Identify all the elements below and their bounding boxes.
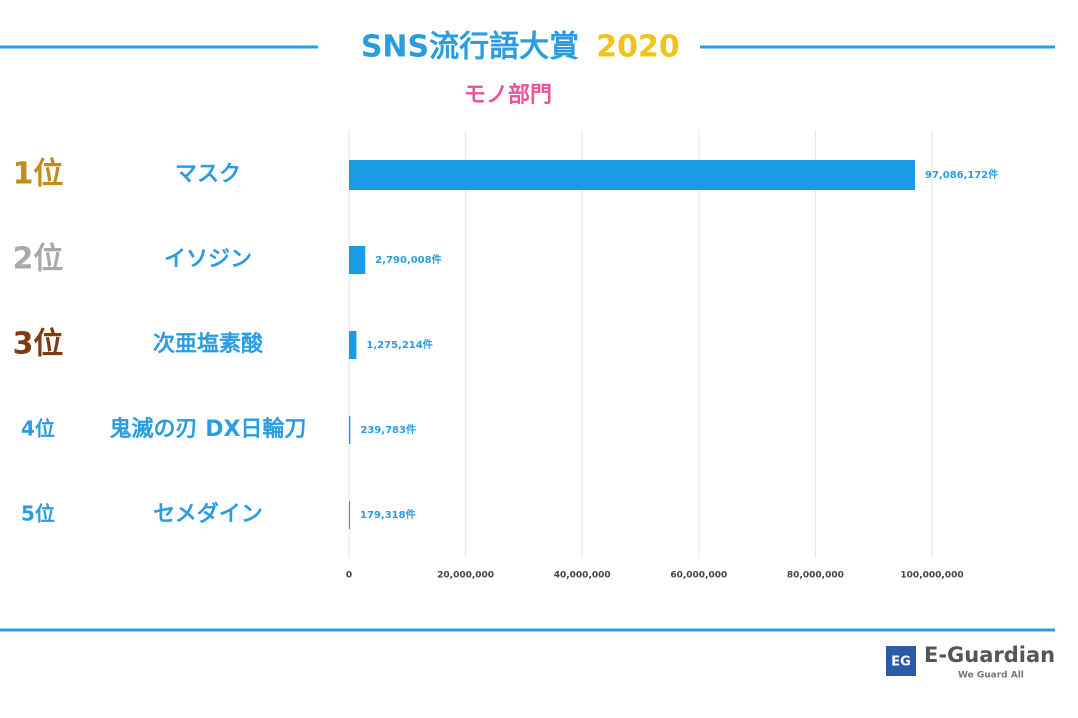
rank-label: 2位	[13, 242, 64, 277]
x-tick-label: 40,000,000	[554, 571, 611, 581]
y-tick-label: セメダイン	[153, 501, 263, 527]
x-tick-label: 100,000,000	[900, 571, 963, 581]
chart-title-year: 2020	[596, 30, 680, 65]
logo-tagline: We Guard All	[958, 671, 1024, 681]
x-tick-label: 80,000,000	[787, 571, 844, 581]
x-tick-label: 60,000,000	[670, 571, 727, 581]
chart-title: SNS流行語大賞	[361, 30, 579, 65]
bar	[349, 331, 357, 359]
value-label: 2,790,008件	[375, 253, 441, 266]
y-tick-label: マスク	[175, 162, 241, 187]
value-label: 1,275,214件	[366, 338, 432, 351]
value-label: 179,318件	[360, 508, 416, 521]
bar	[349, 246, 366, 274]
chart-subtitle: モノ部門	[464, 82, 552, 108]
rank-label: 3位	[13, 327, 64, 362]
y-tick-label: 次亜塩素酸	[153, 331, 264, 357]
y-tick-label: イソジン	[164, 247, 252, 272]
logo-icon-text: EG	[891, 655, 911, 670]
rank-label: 5位	[21, 502, 55, 526]
y-tick-label: 鬼滅の刃 DX日輪刀	[110, 416, 307, 442]
x-tick-label: 20,000,000	[437, 571, 494, 581]
rank-label: 1位	[13, 157, 64, 192]
bar	[349, 416, 351, 444]
rank-label: 4位	[21, 417, 55, 441]
value-label: 97,086,172件	[925, 168, 998, 181]
bar	[349, 160, 916, 190]
x-tick-label: 0	[346, 571, 352, 581]
logo-icon	[886, 646, 916, 676]
logo-name: E-Guardian	[924, 643, 1055, 667]
value-label: 239,783件	[360, 423, 416, 436]
bar	[349, 501, 351, 529]
